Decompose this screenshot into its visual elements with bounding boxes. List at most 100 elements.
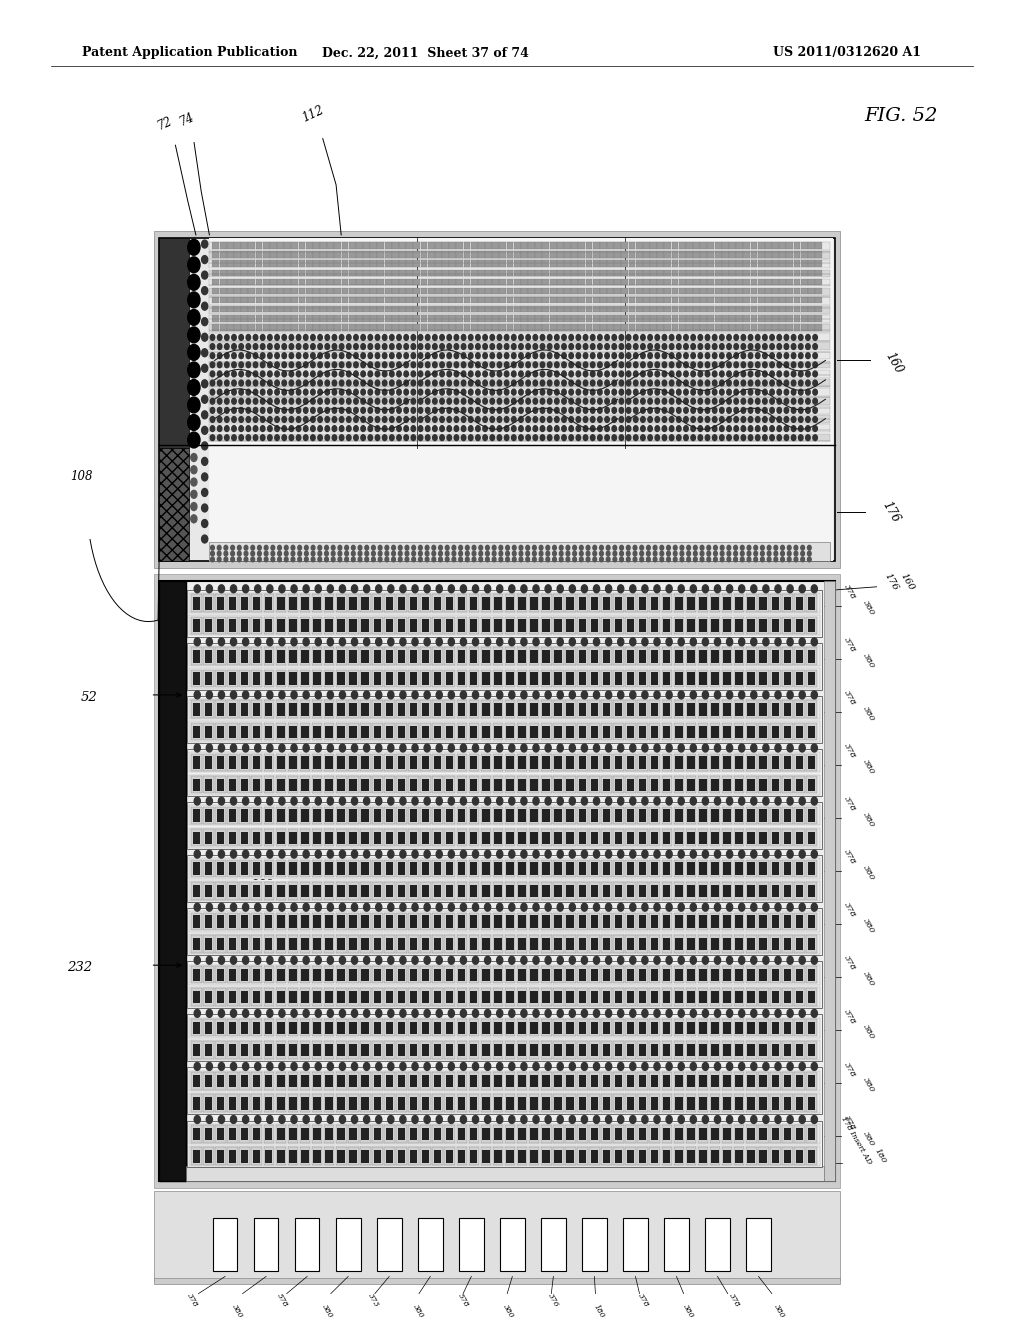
Circle shape bbox=[806, 362, 810, 368]
Bar bbox=[614, 862, 623, 875]
Bar bbox=[779, 297, 786, 304]
Circle shape bbox=[720, 362, 724, 368]
Circle shape bbox=[476, 425, 480, 432]
Bar bbox=[278, 704, 285, 715]
Bar bbox=[579, 243, 586, 248]
Bar bbox=[482, 726, 489, 738]
Bar bbox=[470, 1097, 477, 1110]
Bar bbox=[336, 647, 346, 665]
Bar bbox=[736, 325, 743, 330]
Circle shape bbox=[691, 399, 695, 404]
Bar bbox=[543, 1127, 550, 1140]
Bar bbox=[348, 935, 358, 953]
Bar bbox=[589, 882, 600, 899]
Circle shape bbox=[328, 690, 334, 698]
Bar bbox=[736, 251, 743, 257]
Bar bbox=[335, 251, 341, 257]
Bar bbox=[289, 991, 297, 1003]
Bar bbox=[651, 832, 658, 845]
Circle shape bbox=[411, 352, 416, 359]
Bar bbox=[203, 913, 214, 931]
Bar bbox=[566, 651, 574, 663]
Circle shape bbox=[418, 362, 423, 368]
Bar bbox=[360, 669, 371, 688]
Bar bbox=[203, 935, 214, 953]
Circle shape bbox=[244, 557, 248, 562]
Bar bbox=[736, 260, 743, 267]
Bar bbox=[306, 279, 312, 285]
Bar bbox=[637, 1125, 648, 1143]
Circle shape bbox=[476, 334, 480, 341]
Bar bbox=[783, 1097, 792, 1110]
Circle shape bbox=[303, 380, 308, 385]
Bar bbox=[553, 1019, 563, 1036]
Bar bbox=[493, 616, 504, 634]
Circle shape bbox=[389, 334, 394, 341]
Bar bbox=[187, 696, 822, 743]
Circle shape bbox=[469, 389, 473, 395]
Circle shape bbox=[298, 557, 301, 562]
Circle shape bbox=[351, 956, 357, 964]
Circle shape bbox=[493, 557, 496, 562]
Bar bbox=[482, 1022, 489, 1034]
Bar bbox=[349, 969, 357, 981]
Bar bbox=[478, 315, 484, 322]
Circle shape bbox=[680, 545, 684, 550]
Bar bbox=[675, 726, 683, 738]
Bar bbox=[263, 251, 269, 257]
Circle shape bbox=[289, 425, 294, 432]
Bar bbox=[506, 969, 514, 981]
Bar bbox=[364, 297, 370, 304]
Bar bbox=[288, 966, 298, 983]
Bar bbox=[663, 779, 671, 791]
Circle shape bbox=[738, 797, 744, 805]
Circle shape bbox=[438, 552, 442, 556]
Circle shape bbox=[382, 425, 387, 432]
Circle shape bbox=[419, 557, 422, 562]
Bar bbox=[458, 1127, 466, 1140]
Bar bbox=[154, 231, 840, 568]
Circle shape bbox=[282, 343, 287, 350]
Bar bbox=[227, 269, 233, 276]
Bar bbox=[722, 616, 732, 634]
Bar bbox=[808, 704, 815, 715]
Bar bbox=[651, 619, 658, 632]
Bar bbox=[187, 908, 822, 954]
Bar bbox=[445, 672, 454, 685]
Circle shape bbox=[449, 744, 455, 752]
Circle shape bbox=[702, 744, 709, 752]
Circle shape bbox=[784, 434, 788, 441]
Bar bbox=[321, 269, 327, 276]
Circle shape bbox=[654, 690, 660, 698]
Bar bbox=[736, 243, 743, 248]
Bar bbox=[760, 884, 767, 898]
Bar bbox=[193, 1022, 200, 1034]
Bar bbox=[336, 594, 346, 612]
Bar bbox=[288, 829, 298, 846]
Bar bbox=[289, 1044, 297, 1056]
Bar bbox=[289, 619, 297, 632]
Bar bbox=[227, 288, 233, 294]
Bar bbox=[686, 966, 696, 983]
Bar bbox=[710, 701, 720, 718]
Circle shape bbox=[446, 362, 452, 368]
Bar bbox=[514, 279, 520, 285]
Bar bbox=[457, 594, 467, 612]
Bar bbox=[748, 884, 755, 898]
Bar bbox=[796, 704, 803, 715]
Bar bbox=[253, 726, 260, 738]
Bar bbox=[478, 243, 484, 248]
Circle shape bbox=[617, 585, 624, 593]
Circle shape bbox=[360, 371, 366, 376]
Bar bbox=[240, 1041, 250, 1059]
Bar bbox=[189, 1123, 820, 1144]
Bar bbox=[435, 306, 441, 313]
Circle shape bbox=[666, 956, 672, 964]
Bar bbox=[384, 989, 395, 1006]
Bar bbox=[384, 1094, 395, 1111]
Circle shape bbox=[325, 399, 330, 404]
Circle shape bbox=[582, 1063, 588, 1071]
Bar bbox=[337, 1044, 345, 1056]
Circle shape bbox=[715, 744, 721, 752]
Bar bbox=[289, 1074, 297, 1088]
